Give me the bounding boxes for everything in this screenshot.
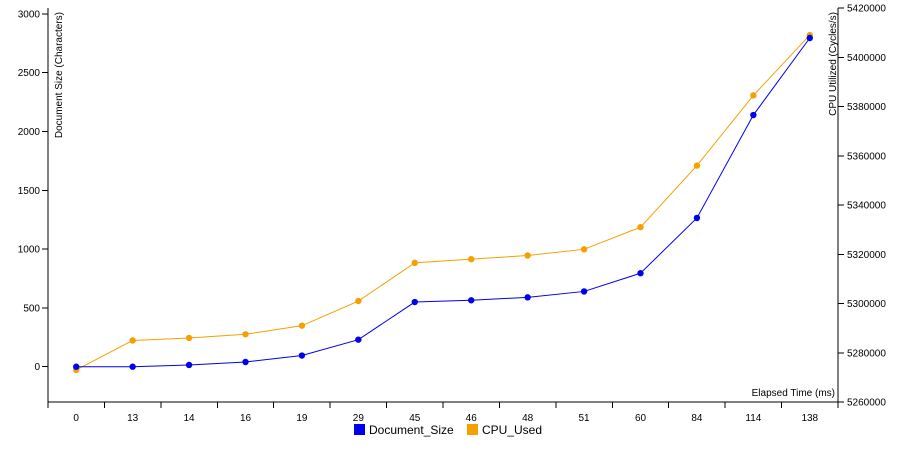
right-y-tick-label: 5340000	[847, 201, 886, 212]
right-y-tick-label: 5420000	[847, 4, 886, 15]
x-tick-label: 138	[801, 413, 818, 424]
x-tick-label: 14	[184, 413, 196, 424]
data-point[interactable]	[185, 334, 193, 342]
left-y-tick-label: 2500	[18, 68, 41, 79]
x-tick-label: 13	[127, 413, 139, 424]
data-point[interactable]	[806, 34, 813, 42]
x-tick-label: 51	[579, 413, 591, 424]
data-point[interactable]	[468, 297, 475, 304]
data-point[interactable]	[580, 246, 588, 253]
data-point[interactable]	[242, 358, 249, 366]
right-y-tick-label: 5380000	[847, 102, 886, 113]
data-point[interactable]	[750, 111, 757, 119]
left-y-tick-label: 500	[23, 303, 40, 314]
data-point[interactable]	[298, 322, 306, 329]
x-tick-label: 48	[522, 413, 534, 424]
data-point[interactable]	[411, 298, 418, 306]
left-y-tick-label: 3000	[18, 9, 41, 20]
data-point[interactable]	[524, 252, 531, 259]
data-point[interactable]	[580, 288, 588, 295]
data-point[interactable]	[637, 270, 644, 277]
data-point[interactable]	[693, 162, 701, 169]
series-Document_Size	[73, 34, 813, 370]
legend-swatch	[467, 424, 478, 435]
data-point[interactable]	[355, 336, 362, 343]
x-tick-label: 46	[466, 413, 478, 424]
left-y-tick-label: 0	[34, 362, 40, 373]
x-tick-label: 19	[296, 413, 308, 424]
right-y-tick-label: 5260000	[847, 398, 886, 409]
right-y-tick-label: 5400000	[847, 53, 886, 64]
legend-label: Document_Size	[369, 423, 454, 437]
data-point[interactable]	[468, 255, 475, 263]
x-tick-label: 84	[691, 413, 703, 424]
right-y-tick-label: 5300000	[847, 299, 886, 310]
right-y-tick-label: 5280000	[847, 348, 886, 359]
data-point[interactable]	[129, 337, 136, 344]
data-point[interactable]	[693, 214, 701, 222]
legend-label: CPU_Used	[482, 423, 542, 437]
series-line	[76, 37, 811, 368]
ticks-layer: 0 13 14 16 19 29 45 46 48 51 60 84 114 138 0 500 1000 150…	[18, 4, 887, 425]
right-y-tick-label: 5360000	[847, 151, 886, 162]
left-y-tick-label: 2000	[18, 127, 41, 138]
axes-layer: Document Size (Characters) CPU Utilized …	[47, 8, 839, 403]
data-point[interactable]	[185, 361, 193, 369]
data-point[interactable]	[73, 363, 80, 370]
legend: Document_Size CPU_Used	[354, 423, 542, 437]
x-tick-label: 16	[240, 413, 252, 424]
x-tick-label: 0	[73, 413, 79, 424]
data-point[interactable]	[637, 223, 644, 231]
data-point[interactable]	[524, 294, 531, 301]
left-y-tick-label: 1000	[18, 245, 41, 256]
x-tick-label: 29	[353, 413, 365, 424]
data-point[interactable]	[750, 92, 757, 99]
data-point[interactable]	[355, 297, 362, 305]
x-tick-label: 114	[745, 413, 761, 424]
data-point[interactable]	[298, 352, 306, 359]
series-CPU_Used	[73, 31, 813, 374]
x-tick-label: 45	[409, 413, 421, 424]
data-point[interactable]	[411, 259, 418, 267]
right-y-tick-label: 5320000	[847, 250, 886, 261]
x-tick-label: 60	[635, 413, 647, 424]
series-layer	[73, 31, 813, 374]
left-y-axis-title: Document Size (Characters)	[54, 12, 65, 138]
left-y-tick-label: 1500	[18, 186, 41, 197]
data-point[interactable]	[242, 331, 249, 338]
data-point[interactable]	[129, 363, 136, 370]
right-y-axis-title: CPU Utilized (Cycles/s)	[828, 12, 839, 116]
x-axis-title: Elapsed Time (ms)	[752, 388, 835, 399]
legend-swatch	[354, 424, 365, 435]
series-line	[75, 34, 811, 371]
